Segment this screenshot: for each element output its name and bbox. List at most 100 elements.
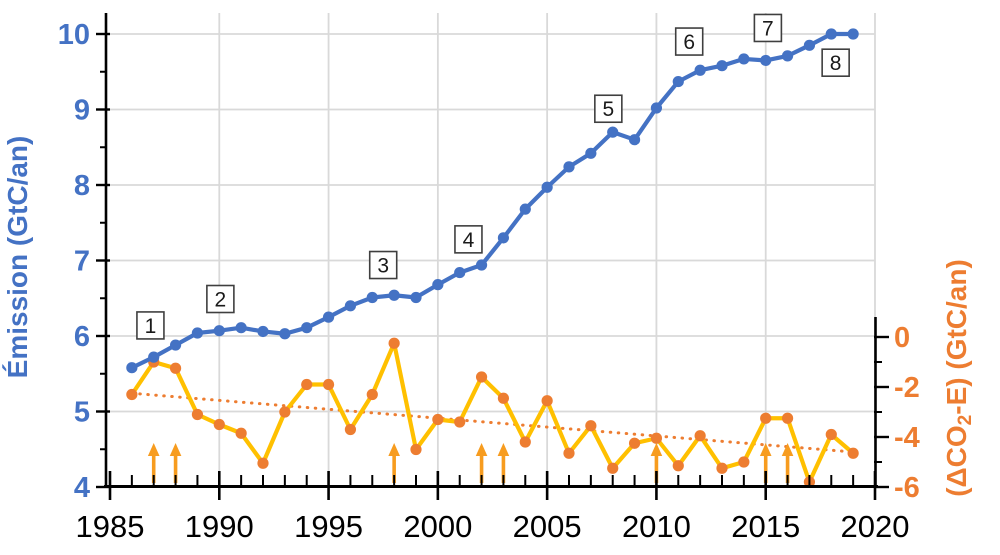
number-label-box [753, 13, 783, 43]
emission-data-point [519, 203, 531, 215]
right-axis-title: (ΔCO2-E) (GtC/an) [941, 259, 976, 497]
number-label-box [136, 311, 165, 340]
delta-co2-data-point [563, 447, 575, 459]
delta-co2-data-point [169, 362, 182, 374]
event-arrow-head [147, 443, 160, 456]
delta-co2-data-point [432, 413, 444, 426]
emission-data-point [475, 259, 488, 271]
number-label-text: 5 [602, 98, 614, 121]
emission-data-point [781, 50, 794, 62]
delta-co2-data-point [388, 337, 400, 349]
event-arrow-head [781, 443, 794, 456]
number-label-text: 4 [463, 229, 475, 252]
emission-data-point [213, 325, 225, 337]
delta-co2-data-point [475, 371, 488, 383]
number-label-text: 7 [762, 17, 774, 40]
delta-co2-data-point [650, 432, 663, 444]
delta-co2-data-point [301, 378, 313, 391]
emission-data-point [322, 311, 335, 323]
number-label-box [368, 250, 398, 280]
delta-co2-data-point [716, 462, 728, 474]
delta-co2-data-point [607, 462, 619, 474]
emission-data-point [607, 126, 619, 138]
delta-co2-data-point [191, 408, 204, 421]
emission-data-point [366, 291, 378, 304]
x-axis-tick-label: 2015 [731, 509, 800, 544]
emission-data-point [257, 325, 269, 338]
emission-data-point [847, 28, 859, 40]
delta-co2-data-point [322, 378, 335, 391]
delta-co2-data-point [279, 406, 291, 418]
delta-co2-data-point [825, 428, 837, 441]
x-axis-tick-label: 2020 [841, 509, 910, 544]
emission-series-line [129, 31, 856, 370]
emission-data-point [169, 339, 182, 351]
right-axis-tick-label: -6 [894, 472, 920, 504]
number-label-text: 8 [830, 52, 842, 75]
emission-data-point [301, 322, 313, 334]
left-axis-tick-label: 7 [74, 246, 90, 278]
x-axis-tick-label: 2000 [403, 509, 472, 544]
delta-co2-data-point [847, 447, 859, 459]
event-arrow-head [388, 443, 400, 456]
emission-data-point [148, 351, 160, 363]
left-axis-tick-label: 4 [74, 472, 90, 504]
delta-co2-data-point [497, 392, 510, 404]
right-axis-tick-label: -4 [894, 422, 920, 454]
x-axis-tick-label: 2005 [513, 509, 582, 544]
delta-co2-data-point [541, 395, 553, 407]
emission-data-point [563, 161, 575, 173]
number-label-text: 6 [683, 31, 695, 54]
number-label-box [674, 27, 704, 56]
delta-co2-data-point [410, 443, 422, 456]
x-axis-tick-label: 2010 [622, 509, 691, 544]
delta-co2-data-point [760, 412, 772, 424]
emission-data-point [585, 147, 597, 159]
right-axis-tick-label: 0 [894, 322, 910, 354]
delta-co2-data-point [781, 412, 794, 424]
number-label-box [821, 48, 850, 77]
emission-data-point [716, 60, 728, 72]
emission-data-point [235, 322, 247, 334]
delta-co2-data-point [235, 427, 247, 439]
emission-data-point [803, 39, 816, 51]
number-label-box [454, 225, 483, 254]
delta-co2-data-point [454, 416, 466, 428]
event-arrow-head [759, 443, 772, 456]
delta-co2-data-point [213, 418, 225, 431]
emission-data-point [191, 327, 204, 339]
event-arrow-head [497, 443, 510, 456]
emission-data-point [388, 289, 400, 301]
delta-co2-data-point [672, 460, 684, 472]
event-arrow-head [475, 443, 488, 456]
emission-data-point [454, 266, 466, 279]
emission-data-point [694, 64, 706, 76]
emission-data-point [541, 181, 553, 193]
number-label-text: 3 [377, 255, 389, 278]
delta-co2-data-point [257, 457, 269, 469]
delta-co2-data-point [738, 456, 750, 468]
left-axis-tick-label: 5 [74, 397, 90, 429]
event-arrow-head [650, 443, 663, 456]
delta-co2-data-point [366, 388, 378, 401]
number-label-box [206, 284, 235, 314]
left-axis-tick-label: 6 [74, 321, 90, 353]
event-arrow-head [169, 443, 182, 456]
x-axis-tick-label: 1990 [185, 509, 254, 544]
emission-data-point [344, 300, 357, 312]
number-label-text: 1 [145, 315, 157, 338]
delta-co2-data-point [694, 430, 706, 442]
emission-data-point [672, 75, 684, 88]
number-label-text: 2 [215, 289, 227, 312]
left-axis-title: Émission (GtC/an) [2, 136, 33, 379]
delta-co2-series-line [129, 341, 856, 485]
delta-co2-data-point [585, 420, 597, 432]
emission-data-point [650, 102, 663, 114]
emission-data-point [497, 232, 510, 244]
trend-line [130, 391, 855, 454]
left-axis-tick-label: 8 [74, 170, 90, 202]
emission-data-point [126, 362, 138, 374]
x-axis-tick-label: 1995 [294, 509, 363, 544]
